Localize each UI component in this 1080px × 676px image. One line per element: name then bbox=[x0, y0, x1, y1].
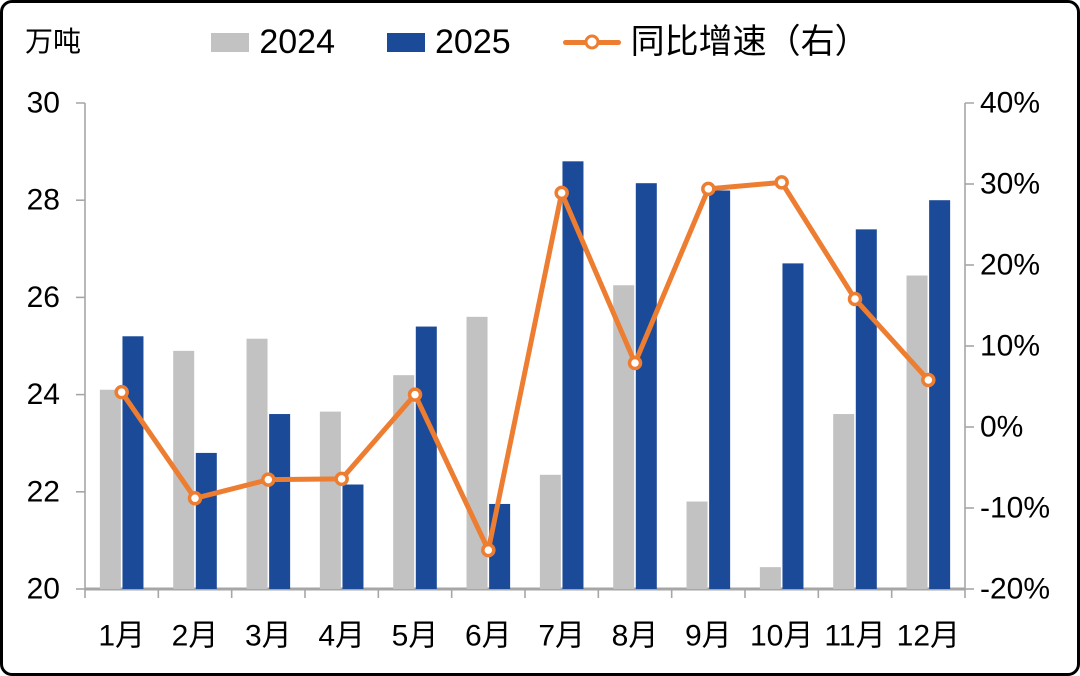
growth-marker-3月 bbox=[261, 472, 276, 487]
bar-2024-2月 bbox=[173, 350, 195, 589]
x-axis-label-2月: 2月 bbox=[172, 620, 219, 653]
growth-marker-11月 bbox=[847, 291, 863, 307]
bar-2024-9月 bbox=[686, 501, 708, 589]
growth-marker-5月 bbox=[407, 387, 423, 402]
x-axis-label-7月: 7月 bbox=[538, 620, 585, 653]
y-axis-left-tick-label: 30 bbox=[27, 87, 60, 120]
bar-2025-8月 bbox=[635, 183, 657, 589]
bar-2025-7月 bbox=[562, 161, 584, 589]
growth-marker-2月 bbox=[187, 491, 203, 506]
left-axis-unit-label: 万吨 bbox=[25, 26, 82, 57]
x-axis-label-3月: 3月 bbox=[245, 620, 292, 653]
growth-line bbox=[119, 179, 931, 553]
y-axis-right-tick-label: 0% bbox=[980, 411, 1023, 444]
growth-marker-8月 bbox=[627, 355, 643, 371]
y-axis-right-tick-label: 30% bbox=[980, 168, 1040, 201]
bar-2025-1月 bbox=[122, 336, 144, 589]
bar-2024-3月 bbox=[246, 338, 268, 589]
y-axis-left-tick-label: 22 bbox=[27, 475, 60, 508]
bar-2025-4月 bbox=[342, 484, 364, 589]
bar-2024-6月 bbox=[466, 316, 488, 589]
y-axis-right-tick-label: 10% bbox=[980, 330, 1040, 363]
x-axis-label-9月: 9月 bbox=[685, 620, 732, 653]
legend-label-2025: 2025 bbox=[435, 23, 511, 61]
y-axis-right-tick-label: 20% bbox=[980, 249, 1040, 282]
x-axis-label-5月: 5月 bbox=[392, 620, 439, 653]
y-axis-right-tick-label: 40% bbox=[980, 87, 1040, 120]
legend-swatch-2025-icon bbox=[387, 32, 425, 52]
y-axis-left-tick-label: 20 bbox=[27, 573, 60, 606]
bar-2024-4月 bbox=[319, 411, 341, 589]
legend-label-growth: 同比增速（右） bbox=[630, 23, 869, 61]
bar-2025-10月 bbox=[782, 263, 804, 589]
x-axis-label-12月: 12月 bbox=[897, 620, 960, 653]
legend-swatch-2024-icon bbox=[211, 32, 250, 52]
bar-2025-12月 bbox=[929, 200, 951, 589]
legend-item-2025: 2025 bbox=[387, 25, 511, 59]
growth-marker-1月 bbox=[114, 384, 129, 400]
bar-2024-12月 bbox=[906, 275, 928, 589]
legend: 2024 2025 同比增速（右） bbox=[3, 25, 1077, 59]
x-axis-label-11月: 11月 bbox=[824, 620, 885, 653]
y-axis-left-tick-label: 26 bbox=[27, 281, 60, 314]
growth-marker-10月 bbox=[774, 175, 789, 190]
plot-area: 30 28 26 24 22 20 40% 30% 20% 10% 0% -10% -20% 1月 2月 3月… bbox=[27, 87, 1050, 653]
legend-item-growth: 同比增速（右） bbox=[562, 23, 869, 61]
x-axis-label-10月: 10月 bbox=[750, 620, 813, 653]
growth-marker-9月 bbox=[701, 181, 716, 197]
x-axis-label-8月: 8月 bbox=[612, 620, 659, 653]
bar-2024-1月 bbox=[99, 389, 121, 589]
y-axis-right-tick-label: -10% bbox=[980, 492, 1050, 525]
growth-marker-7月 bbox=[554, 185, 569, 201]
growth-marker-4月 bbox=[334, 471, 349, 487]
legend-line-marker-icon bbox=[562, 34, 621, 50]
bar-2024-11月 bbox=[833, 414, 855, 589]
legend-item-2024: 2024 bbox=[211, 25, 335, 59]
legend-label-2024: 2024 bbox=[259, 23, 335, 61]
x-axis-label-6月: 6月 bbox=[465, 620, 512, 653]
x-axis-label-1月: 1月 bbox=[98, 620, 145, 653]
bar-2025-5月 bbox=[415, 326, 437, 589]
y-axis-right-tick-label: -20% bbox=[980, 573, 1050, 606]
bar-2025-2月 bbox=[195, 452, 217, 589]
growth-marker-12月 bbox=[921, 372, 936, 388]
bar-2024-7月 bbox=[539, 474, 561, 589]
y-axis-left-tick-label: 28 bbox=[27, 184, 60, 217]
bar-2024-5月 bbox=[393, 375, 415, 589]
y-axis-left-tick-label: 24 bbox=[27, 378, 60, 411]
bar-2025-9月 bbox=[709, 190, 731, 590]
bar-2025-3月 bbox=[269, 414, 291, 589]
x-axis-label-4月: 4月 bbox=[318, 620, 365, 653]
bar-2024-10月 bbox=[759, 567, 781, 589]
growth-marker-6月 bbox=[481, 542, 496, 558]
bar-2025-11月 bbox=[855, 229, 877, 590]
